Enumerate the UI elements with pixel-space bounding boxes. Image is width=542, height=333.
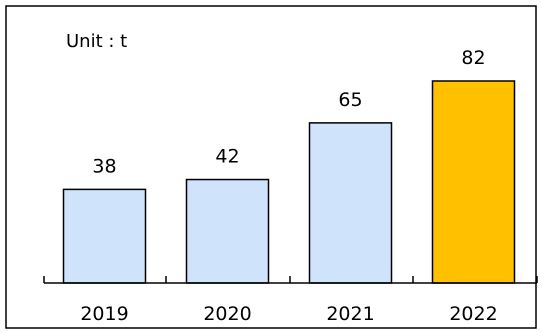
data-label-2022: 82 xyxy=(461,47,485,69)
bar-2020 xyxy=(185,178,270,284)
x-tick-label-2022: 2022 xyxy=(449,303,497,325)
unit-label: Unit : t xyxy=(66,31,127,52)
bar-2022 xyxy=(431,80,516,284)
bar-2021 xyxy=(308,122,393,284)
x-tick-label-2019: 2019 xyxy=(80,303,128,325)
data-label-2020: 42 xyxy=(215,146,239,168)
x-tick-label-2020: 2020 xyxy=(203,303,251,325)
bars-layer xyxy=(62,80,516,284)
labels-layer: 38 2019 42 2020 65 2021 82 2022 xyxy=(80,47,497,325)
data-label-2019: 38 xyxy=(92,155,116,177)
bar-2019 xyxy=(62,188,147,284)
data-label-2021: 65 xyxy=(338,89,362,111)
x-tick-label-2021: 2021 xyxy=(326,303,374,325)
x-axis-ticks xyxy=(43,276,538,283)
